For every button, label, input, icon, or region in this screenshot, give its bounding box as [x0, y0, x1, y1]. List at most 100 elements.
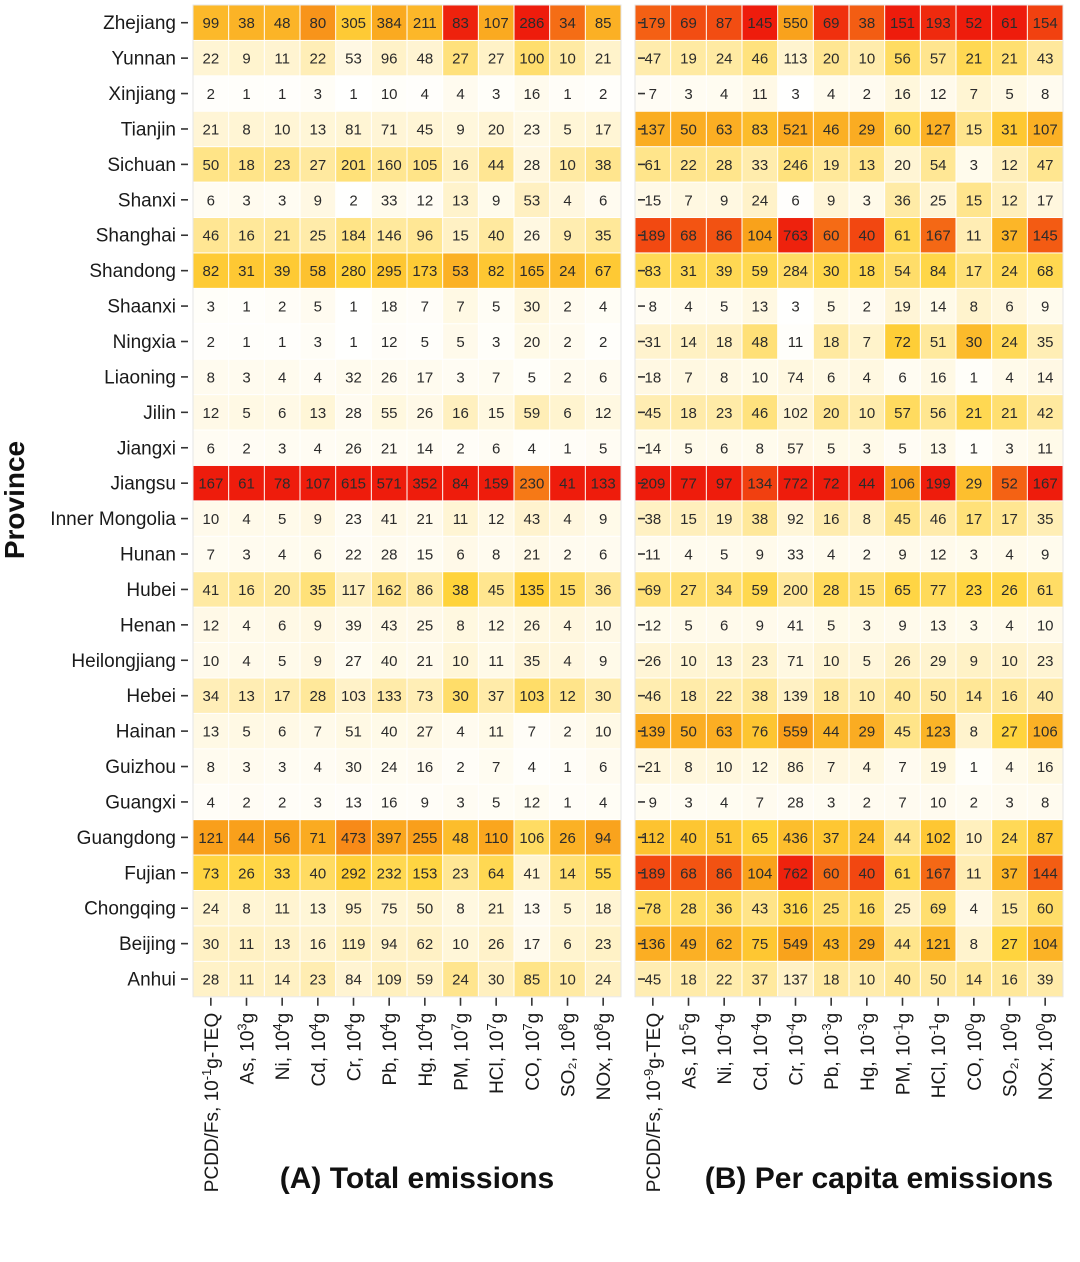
cell-value: 18	[680, 688, 697, 705]
cell-value: 37	[823, 830, 840, 847]
heatmap-cell	[550, 784, 585, 820]
heatmap-cell	[300, 430, 336, 465]
cell-value: 2	[242, 794, 250, 811]
heatmap-cell	[371, 40, 407, 76]
heatmap-cell	[1027, 288, 1063, 324]
heatmap-cell	[1027, 147, 1063, 182]
heatmap-cell	[336, 961, 371, 997]
heatmap-cell	[742, 147, 778, 182]
cell-value: 2	[563, 334, 571, 351]
heatmap-cell	[514, 678, 550, 713]
heatmap-cell	[550, 961, 585, 997]
heatmap-cell	[514, 430, 550, 465]
heatmap-cell	[229, 713, 264, 749]
heatmap-cell	[742, 359, 778, 395]
heatmap-cell	[1027, 465, 1063, 501]
row-label: Xinjiang	[108, 84, 176, 105]
cell-value: 16	[858, 901, 875, 918]
heatmap-cell	[813, 855, 849, 890]
cell-value: 71	[787, 653, 804, 670]
cell-value: 71	[309, 830, 326, 847]
cell-value: 73	[202, 865, 219, 882]
cell-value: 40	[1037, 688, 1054, 705]
cell-value: 28	[787, 794, 804, 811]
cell-value: 30	[345, 759, 362, 776]
cell-value: 2	[278, 794, 286, 811]
cell-value: 6	[827, 369, 835, 386]
cell-value: 4	[207, 794, 215, 811]
cell-value: 56	[894, 51, 911, 68]
cell-value: 50	[680, 724, 697, 741]
cell-value: 8	[970, 936, 978, 953]
cell-value: 41	[559, 476, 576, 493]
cell-value: 106	[519, 830, 544, 847]
cell-value: 16	[823, 511, 840, 528]
heatmap-cell	[813, 678, 849, 713]
cell-value: 10	[274, 121, 291, 138]
row-label: Shanghai	[96, 226, 176, 247]
cell-value: 153	[412, 865, 437, 882]
cell-value: 5	[827, 440, 835, 457]
cell-value: 11	[488, 653, 504, 670]
cell-value: 41	[787, 617, 804, 634]
heatmap-cell	[229, 111, 264, 147]
cell-value: 77	[930, 582, 947, 599]
cell-value: 9	[720, 192, 728, 209]
heatmap-cell	[407, 749, 443, 784]
heatmap-cell	[778, 926, 813, 961]
heatmap-cell	[443, 147, 478, 182]
heatmap-cell	[443, 501, 478, 536]
cell-value: 9	[649, 794, 657, 811]
heatmap-cell	[849, 820, 885, 855]
row-label: Sichuan	[107, 155, 176, 176]
cell-value: 35	[523, 653, 540, 670]
heatmap-cell	[550, 926, 585, 961]
heatmap-cell	[992, 5, 1027, 40]
cell-value: 6	[278, 724, 286, 741]
cell-value: 6	[599, 192, 607, 209]
heatmap-cell	[478, 643, 514, 678]
cell-value: 107	[484, 15, 509, 32]
heatmap-cell	[443, 324, 478, 359]
heatmap-cell	[371, 324, 407, 359]
heatmap-cell	[706, 784, 742, 820]
cell-value: 4	[863, 759, 871, 776]
cell-value: 127	[926, 121, 951, 138]
cell-value: 45	[644, 972, 661, 989]
cell-value: 762	[783, 865, 808, 882]
cell-value: 72	[823, 476, 840, 493]
heatmap-cell	[193, 572, 229, 607]
heatmap-cell	[885, 76, 920, 111]
heatmap-cell	[671, 749, 706, 784]
heatmap-cell	[956, 465, 992, 501]
heatmap-cell	[514, 607, 550, 643]
heatmap-cell	[778, 253, 813, 288]
heatmap-cell	[956, 784, 992, 820]
cell-value: 3	[278, 192, 286, 209]
heatmap-cell	[371, 961, 407, 997]
heatmap-cell	[992, 820, 1027, 855]
heatmap-cell	[264, 5, 300, 40]
cell-value: 11	[239, 972, 255, 989]
heatmap-cell	[371, 607, 407, 643]
cell-value: 5	[242, 405, 250, 422]
heatmap-cell	[742, 643, 778, 678]
heatmap-cell	[813, 182, 849, 218]
cell-value: 10	[452, 936, 469, 953]
cell-value: 86	[416, 582, 433, 599]
cell-value: 18	[823, 334, 840, 351]
cell-value: 61	[894, 865, 911, 882]
heatmap-cell	[742, 111, 778, 147]
column-label: PCDD/Fs, 10-9g-TEQ	[641, 1013, 665, 1192]
cell-value: 29	[858, 936, 875, 953]
heatmap-cell	[336, 359, 371, 395]
heatmap-cell	[407, 855, 443, 890]
heatmap-cell	[514, 111, 550, 147]
cell-value: 15	[644, 192, 661, 209]
cell-value: 97	[716, 476, 733, 493]
heatmap-cell	[229, 182, 264, 218]
heatmap-cell	[229, 501, 264, 536]
heatmap-cell	[706, 253, 742, 288]
heatmap-cell	[550, 749, 585, 784]
